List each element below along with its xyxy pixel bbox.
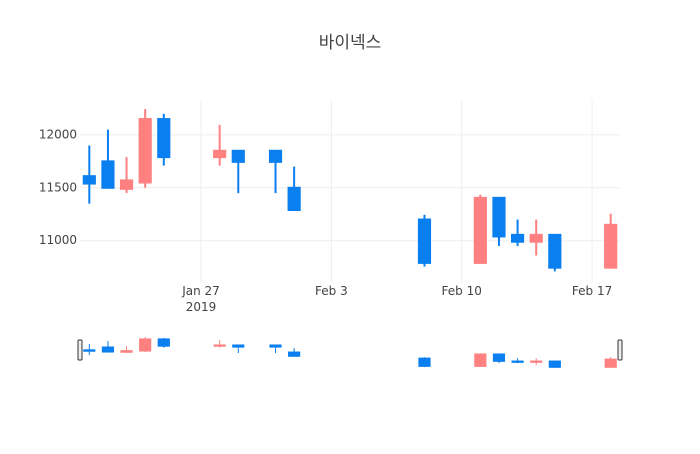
candle-body <box>231 149 245 163</box>
candle-body <box>82 175 96 185</box>
y-tick-label: 11500 <box>39 180 77 194</box>
x-tick-label: Feb 17 <box>572 284 612 298</box>
y-tick-label: 12000 <box>39 127 77 141</box>
candle-body <box>417 218 432 264</box>
range-slider-handle[interactable] <box>77 339 83 361</box>
slider-candle-body <box>288 351 301 357</box>
slider-candle-body <box>157 338 170 347</box>
candle-body <box>473 196 487 264</box>
slider-candle-body <box>492 353 506 362</box>
candle-body <box>511 233 525 243</box>
candle-body <box>287 186 301 212</box>
candle-body <box>157 118 171 159</box>
x-tick-label: Feb 10 <box>442 284 482 298</box>
candle-body <box>548 233 562 269</box>
candle-body <box>101 160 115 189</box>
candle-body <box>604 223 618 269</box>
x-tick-label: Jan 27 2019 <box>181 284 220 314</box>
x-tick-label: Feb 3 <box>315 284 348 298</box>
slider-candle-body <box>269 344 282 348</box>
chart-title: 바이넥스 <box>319 33 382 53</box>
slider-candle-body <box>101 346 115 353</box>
slider-candle-body <box>474 353 487 367</box>
slider-candle-body <box>511 360 524 363</box>
slider-candle-body <box>418 357 431 367</box>
range-slider-handle[interactable] <box>617 339 623 361</box>
candle-body <box>213 149 227 159</box>
slider-candle-body <box>530 360 543 363</box>
candle-body <box>119 179 134 190</box>
candle-body <box>492 196 506 238</box>
slider-candle-body <box>232 344 245 348</box>
slider-candle-body <box>120 350 133 353</box>
candle-body <box>529 233 543 243</box>
range-slider <box>80 335 620 370</box>
slider-candle-body <box>139 338 152 352</box>
candle-body <box>138 118 152 184</box>
y-tick-label: 11000 <box>39 233 77 247</box>
slider-candle-body <box>213 344 226 347</box>
slider-candle-body <box>604 358 617 368</box>
slider-candle-body <box>548 360 561 368</box>
candle-body <box>268 149 283 163</box>
slider-candle-body <box>83 349 96 352</box>
